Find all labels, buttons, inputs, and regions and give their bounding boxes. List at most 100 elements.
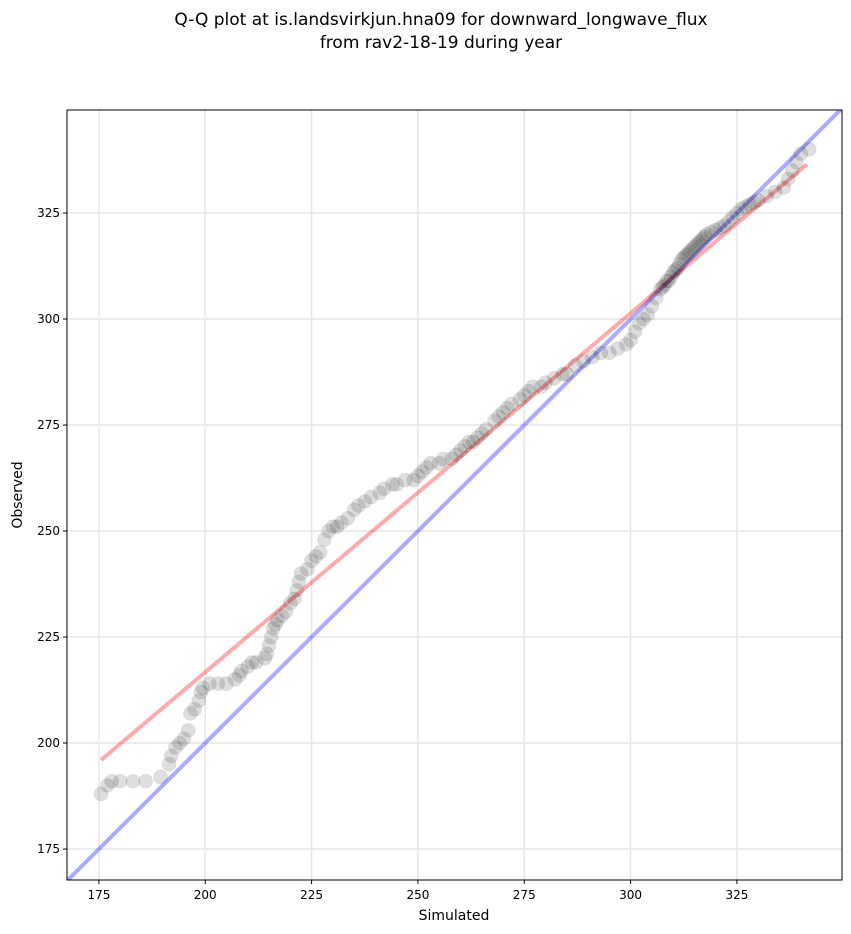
data-point (669, 260, 685, 276)
data-point (478, 421, 494, 437)
data-point (263, 629, 279, 645)
data-point (138, 773, 154, 789)
data-point (533, 379, 549, 395)
data-point (304, 553, 320, 569)
y-tick-label: 325 (37, 206, 60, 220)
data-point (201, 676, 217, 692)
data-point (112, 773, 128, 789)
x-axis-label: Simulated (419, 908, 490, 924)
data-point (538, 375, 554, 391)
data-point (265, 621, 281, 637)
data-point (461, 434, 477, 450)
data-point (316, 532, 332, 548)
x-tick-label: 275 (513, 888, 536, 902)
data-point (491, 409, 507, 425)
data-point (410, 468, 426, 484)
data-point (474, 426, 490, 442)
data-point (672, 256, 688, 272)
lines (67, 110, 842, 880)
data-point (210, 676, 226, 692)
data-point (784, 163, 800, 179)
data-point (418, 459, 434, 475)
data-point (644, 298, 660, 314)
data-point (187, 701, 203, 717)
data-point (125, 773, 141, 789)
data-point (363, 489, 379, 505)
data-point (312, 544, 328, 560)
data-point (555, 366, 571, 382)
data-point (261, 638, 277, 654)
data-point (244, 654, 260, 670)
x-tick-label: 200 (194, 888, 217, 902)
data-point (289, 582, 305, 598)
data-point (618, 336, 634, 352)
data-point (627, 324, 643, 340)
data-point (652, 281, 668, 297)
data-point (567, 358, 583, 374)
data-point (299, 561, 315, 577)
data-point (746, 194, 762, 210)
data-point (691, 235, 707, 251)
data-point (503, 396, 519, 412)
data-point (499, 400, 515, 416)
data-point (180, 722, 196, 738)
data-point (465, 434, 481, 450)
data-point (193, 684, 209, 700)
data-point (665, 264, 681, 280)
data-point (219, 676, 235, 692)
data-point (486, 413, 502, 429)
data-point (93, 786, 109, 802)
data-point (659, 273, 675, 289)
data-point (414, 464, 430, 480)
data-point (182, 705, 198, 721)
data-point (516, 387, 532, 403)
x-tick-label: 225 (300, 888, 323, 902)
data-point (163, 748, 179, 764)
y-axis-label: Observed (10, 461, 26, 528)
data-point (274, 608, 290, 624)
y-tick-label: 200 (37, 736, 60, 750)
data-point (287, 591, 303, 607)
data-point (291, 574, 307, 590)
data-point (329, 519, 345, 535)
data-point (270, 612, 286, 628)
y-tick-label: 275 (37, 418, 60, 432)
data-point (195, 680, 211, 696)
data-point (767, 184, 783, 200)
data-point (559, 366, 575, 382)
y-tick-label: 300 (37, 312, 60, 326)
x-axis-ticks: 175 200 225 250 275 300 325 (87, 880, 748, 902)
data-point (227, 671, 243, 687)
data-point (654, 279, 670, 295)
data-point (623, 332, 639, 348)
data-point (350, 498, 366, 514)
data-point (742, 197, 758, 213)
data-point (389, 476, 405, 492)
data-point (546, 370, 562, 386)
data-point (346, 502, 362, 518)
data-point (104, 773, 120, 789)
data-point (780, 171, 796, 187)
data-point (325, 519, 341, 535)
y-tick-label: 250 (37, 524, 60, 538)
data-point (172, 735, 188, 751)
data-point (793, 146, 809, 162)
data-point (686, 239, 702, 255)
data-point (308, 548, 324, 564)
data-point (444, 451, 460, 467)
x-tick-label: 325 (725, 888, 748, 902)
data-point (406, 472, 422, 488)
data-point (729, 205, 745, 221)
data-point (167, 739, 183, 755)
data-point (720, 214, 736, 230)
data-point (584, 349, 600, 365)
data-point (725, 209, 741, 225)
x-tick-label: 175 (87, 888, 110, 902)
data-point (457, 438, 473, 454)
data-point (397, 472, 413, 488)
x-tick-label: 250 (406, 888, 429, 902)
data-point (423, 455, 439, 471)
data-point (712, 220, 728, 236)
data-point (384, 476, 400, 492)
data-point (640, 307, 656, 323)
